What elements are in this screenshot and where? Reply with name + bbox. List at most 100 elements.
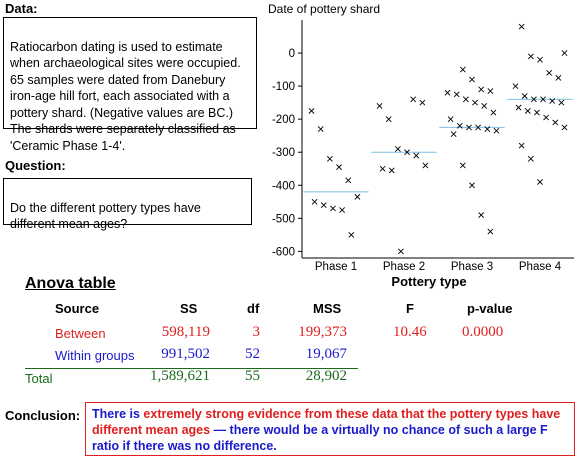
data-point — [478, 212, 485, 218]
conclusion-heading: Conclusion: — [5, 408, 81, 423]
data-point — [534, 109, 540, 116]
x-axis-label: Pottery type — [391, 274, 466, 289]
y-tick-label: -500 — [272, 213, 295, 225]
data-point — [462, 96, 469, 103]
data-point — [348, 231, 355, 238]
data-point — [478, 86, 485, 93]
question-text: Do the different pottery types have diff… — [10, 200, 201, 232]
data-point — [447, 116, 454, 123]
data-point — [527, 155, 534, 162]
header-f: F — [406, 301, 414, 316]
data-point — [345, 177, 352, 184]
x-tick-label: Phase 1 — [315, 261, 357, 273]
total-separator — [25, 368, 358, 369]
total-df: 55 — [245, 368, 260, 384]
data-description-box: Ratiocarbon dating is used to estimate w… — [3, 17, 257, 153]
y-axis-label: Date of pottery shard — [268, 2, 380, 16]
within-source: Within groups — [55, 348, 135, 363]
data-point — [540, 96, 546, 103]
x-tick-label: Phase 2 — [383, 261, 425, 273]
conclusion-text-start: There is — [92, 407, 144, 421]
data-point — [308, 107, 315, 114]
y-tick-label: -300 — [272, 147, 295, 159]
data-point — [518, 142, 525, 149]
anova-title: Anova table — [25, 275, 116, 292]
data-point — [422, 162, 429, 169]
y-tick-label: -600 — [272, 246, 295, 258]
data-point — [552, 119, 559, 126]
data-point — [320, 202, 327, 209]
data-point — [419, 99, 426, 106]
data-point — [481, 103, 488, 109]
data-point — [379, 165, 386, 172]
data-point — [326, 155, 333, 162]
data-point — [493, 127, 500, 134]
data-point — [487, 88, 494, 94]
data-point — [330, 205, 336, 212]
total-mss: 28,902 — [305, 368, 347, 384]
data-point — [336, 164, 342, 171]
data-point — [311, 198, 318, 205]
data-point — [456, 122, 463, 129]
data-point — [466, 124, 472, 131]
between-mss: 199,373 — [298, 324, 347, 340]
y-tick-label: -400 — [272, 180, 295, 192]
data-point — [354, 193, 361, 200]
data-point — [530, 96, 537, 103]
data-point — [459, 66, 466, 73]
x-tick-label: Phase 4 — [519, 261, 562, 273]
data-point — [518, 23, 525, 30]
data-point — [404, 149, 410, 156]
data-point — [376, 103, 383, 109]
data-point — [487, 228, 494, 235]
data-point — [484, 126, 491, 133]
conclusion-highlight: extremely strong evidence from these dat… — [92, 407, 561, 437]
within-ss: 991,502 — [161, 346, 210, 362]
data-point — [398, 248, 404, 255]
data-point — [527, 53, 534, 60]
data-point — [469, 76, 475, 83]
data-point — [561, 50, 568, 56]
header-df: df — [247, 301, 260, 316]
data-point — [524, 107, 531, 114]
data-point — [339, 207, 346, 213]
data-point — [413, 152, 420, 159]
data-point — [450, 131, 457, 137]
data-point — [410, 96, 417, 103]
data-point — [394, 145, 401, 152]
header-source: Source — [55, 301, 100, 316]
x-tick-label: Phase 3 — [451, 261, 493, 273]
y-tick-label: 0 — [289, 48, 295, 60]
data-point — [558, 99, 565, 106]
between-source: Between — [55, 326, 106, 341]
header-ss: SS — [180, 301, 198, 316]
question-box: Do the different pottery types have diff… — [3, 178, 252, 231]
total-ss: 1,589,621 — [150, 368, 210, 384]
between-df: 3 — [252, 324, 261, 340]
data-point — [543, 114, 550, 121]
header-p-value: p-value — [467, 301, 513, 316]
data-point — [521, 93, 528, 99]
header-mss: MSS — [313, 301, 342, 316]
plot-area: 0 -100 -200 -300 -400 -500 -600 Phase 1 Phase 2 P… — [272, 20, 574, 273]
question-heading: Question: — [5, 158, 66, 173]
data-point — [385, 116, 392, 123]
data-point — [459, 162, 466, 169]
data-point — [444, 89, 451, 96]
data-point — [453, 91, 460, 98]
data-point — [546, 69, 553, 76]
y-tick-label: -100 — [272, 81, 295, 93]
data-point — [512, 83, 519, 90]
data-point — [469, 182, 475, 189]
data-point — [549, 98, 556, 104]
within-mss: 19,067 — [305, 346, 347, 362]
data-point — [317, 126, 324, 133]
between-f: 10.46 — [393, 324, 427, 340]
dot-plot-chart: Date of pottery shard Pottery type 0 -100… — [268, 2, 574, 289]
conclusion-box: There is extremely strong evidence from … — [85, 402, 575, 456]
data-point — [490, 109, 497, 116]
within-df: 52 — [245, 346, 260, 362]
data-point — [475, 124, 482, 131]
between-ss: 598,119 — [161, 324, 210, 340]
data-point — [472, 99, 478, 106]
